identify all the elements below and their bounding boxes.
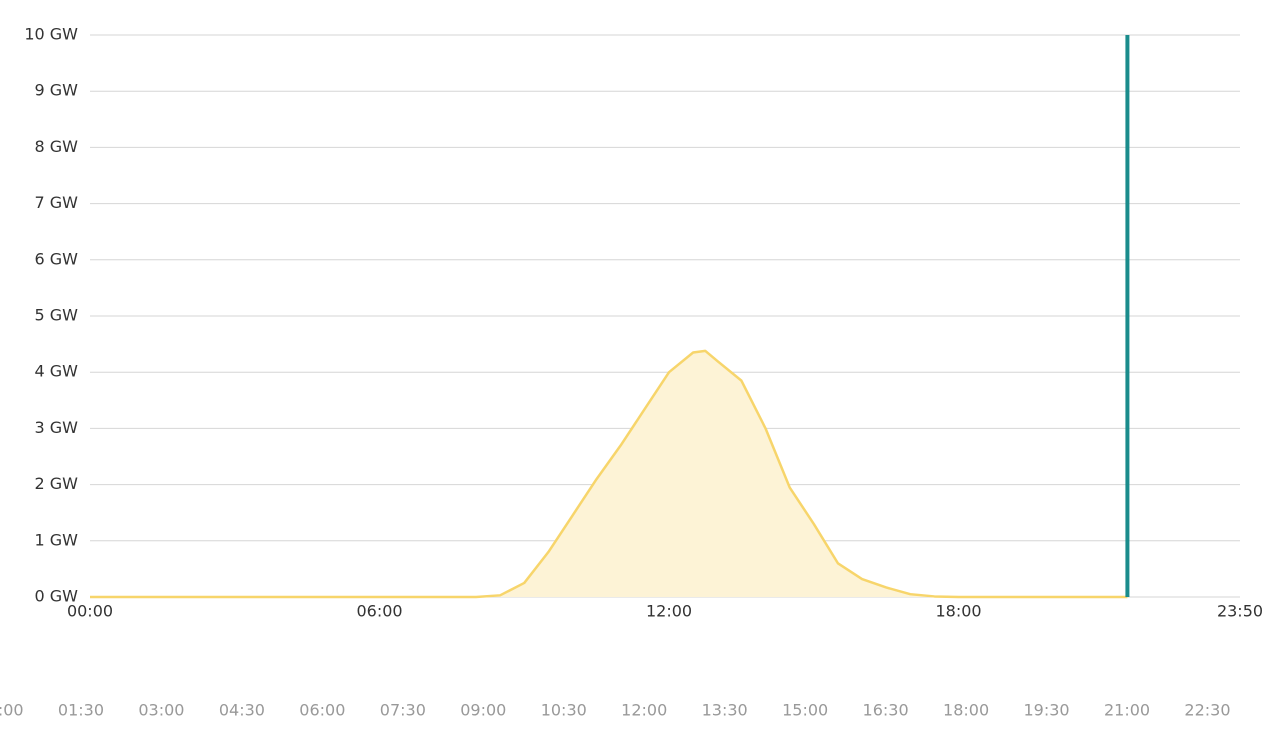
navigator-tick-label: 09:00 — [460, 701, 506, 720]
y-tick-label: 2 GW — [35, 474, 79, 493]
y-tick-label: 1 GW — [35, 530, 79, 549]
navigator-tick-label: 03:00 — [138, 701, 184, 720]
x-tick-label: 23:50 — [1217, 602, 1263, 621]
navigator-tick-label: 00:00 — [0, 701, 24, 720]
navigator-tick-label: 13:30 — [702, 701, 748, 720]
navigator-tick-label: 10:30 — [541, 701, 587, 720]
navigator-tick-label: 01:30 — [58, 701, 104, 720]
y-tick-label: 8 GW — [35, 137, 79, 156]
y-tick-label: 4 GW — [35, 362, 79, 381]
navigator-tick-label: 19:30 — [1023, 701, 1069, 720]
y-tick-label: 0 GW — [35, 587, 79, 606]
navigator-tick-label: 06:00 — [299, 701, 345, 720]
navigator-tick-label: 07:30 — [380, 701, 426, 720]
navigator-tick-label: 12:00 — [621, 701, 667, 720]
x-tick-label: 12:00 — [646, 602, 692, 621]
y-tick-label: 7 GW — [35, 193, 79, 212]
y-tick-label: 3 GW — [35, 418, 79, 437]
area-fill — [90, 350, 1128, 597]
navigator-tick-label: 18:00 — [943, 701, 989, 720]
y-tick-label: 9 GW — [35, 81, 79, 100]
area-line — [90, 349, 1128, 599]
x-tick-label: 18:00 — [935, 602, 981, 621]
y-tick-label: 10 GW — [24, 25, 78, 44]
navigator-tick-label: 15:00 — [782, 701, 828, 720]
y-tick-label: 5 GW — [35, 306, 79, 325]
navigator-tick-label: 22:30 — [1184, 701, 1230, 720]
navigator-tick-label: 16:30 — [863, 701, 909, 720]
navigator-tick-label: 04:30 — [219, 701, 265, 720]
x-tick-label: 00:00 — [67, 602, 113, 621]
y-tick-label: 6 GW — [35, 249, 79, 268]
navigator-tick-label: 21:00 — [1104, 701, 1150, 720]
x-tick-label: 06:00 — [356, 602, 402, 621]
